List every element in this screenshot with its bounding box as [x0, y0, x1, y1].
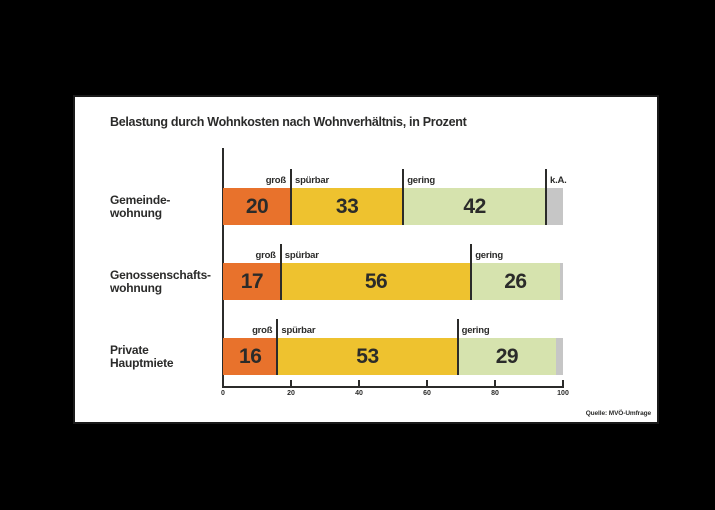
x-axis-tick-label: 40 [355, 390, 363, 397]
category-label: Genossenschafts-wohnung [110, 269, 220, 295]
segment-divider-tick [290, 169, 292, 225]
category-label-line: Gemeinde- [110, 193, 171, 207]
segment-value: 17 [240, 269, 264, 293]
bar-segment-sprbar: 56 [280, 263, 472, 300]
segment-name-label: gering [475, 250, 504, 261]
source-note: Quelle: MVÖ-Umfrage [585, 410, 651, 417]
segment-value: 16 [239, 344, 262, 368]
category-label-line: Genossenschafts- [110, 268, 211, 282]
category-label-line: wohnung [110, 206, 162, 220]
segment-name-label: k.A. [550, 175, 567, 186]
bar-segment-kA [559, 263, 563, 300]
bar-segment-gering: 42 [403, 188, 546, 225]
segment-value: 53 [356, 344, 379, 368]
x-axis-tick [358, 380, 360, 386]
chart-plot: Gemeinde-wohnung 20 groß 33 spürbar 42 gering k… [75, 97, 657, 422]
segment-value: 26 [504, 269, 527, 293]
x-axis-tick-label: 20 [287, 390, 295, 397]
segment-name-label: groß [255, 250, 276, 261]
chart-title: Belastung durch Wohnkosten nach Wohnverh… [110, 115, 467, 129]
segment-divider-tick [470, 244, 473, 300]
x-axis-tick [426, 380, 428, 386]
segment-divider-tick [402, 169, 405, 225]
category-label-line: wohnung [110, 281, 162, 295]
x-axis-line [222, 386, 564, 388]
segment-divider-tick [279, 244, 282, 300]
segment-divider-tick [276, 319, 279, 375]
segment-value: 29 [495, 344, 519, 368]
x-axis-tick [562, 380, 564, 386]
segment-name-label: spürbar [284, 250, 319, 261]
bar-segment-gering: 29 [457, 338, 557, 375]
bar-segment-gro: 17 [223, 263, 281, 300]
category-label: Gemeinde-wohnung [110, 194, 220, 220]
x-axis-tick [494, 380, 496, 386]
segment-name-label: spürbar [295, 175, 329, 186]
segment-value: 42 [463, 194, 486, 218]
segment-name-label: groß [265, 175, 287, 186]
category-label-line: Hauptmiete [110, 356, 174, 370]
bar-segment-kA [546, 188, 563, 225]
segment-divider-tick [545, 169, 547, 225]
x-axis-tick [290, 380, 292, 386]
segment-value: 33 [335, 194, 359, 218]
bar-segment-gro: 16 [223, 338, 278, 375]
segment-name-label: spürbar [281, 325, 316, 336]
segment-name-label: groß [252, 325, 273, 336]
bar-segment-gering: 26 [471, 263, 560, 300]
segment-value: 56 [364, 269, 388, 293]
bar-segment-sprbar: 33 [291, 188, 404, 225]
bar-segment-sprbar: 53 [277, 338, 458, 375]
x-axis-tick-label: 80 [491, 390, 499, 397]
x-axis-tick-label: 0 [221, 390, 225, 397]
category-label-line: Private [110, 343, 149, 357]
segment-divider-tick [456, 319, 459, 375]
segment-name-label: gering [461, 325, 490, 336]
x-axis-tick-label: 100 [557, 390, 569, 397]
bar-segment-gro: 20 [223, 188, 291, 225]
bar-segment-kA [556, 338, 563, 375]
segment-name-label: gering [407, 175, 436, 186]
x-axis-tick-label: 60 [423, 390, 431, 397]
category-label: Private Hauptmiete [110, 344, 220, 370]
segment-value: 20 [245, 194, 269, 218]
chart-panel: Belastung durch Wohnkosten nach Wohnverh… [73, 95, 659, 424]
